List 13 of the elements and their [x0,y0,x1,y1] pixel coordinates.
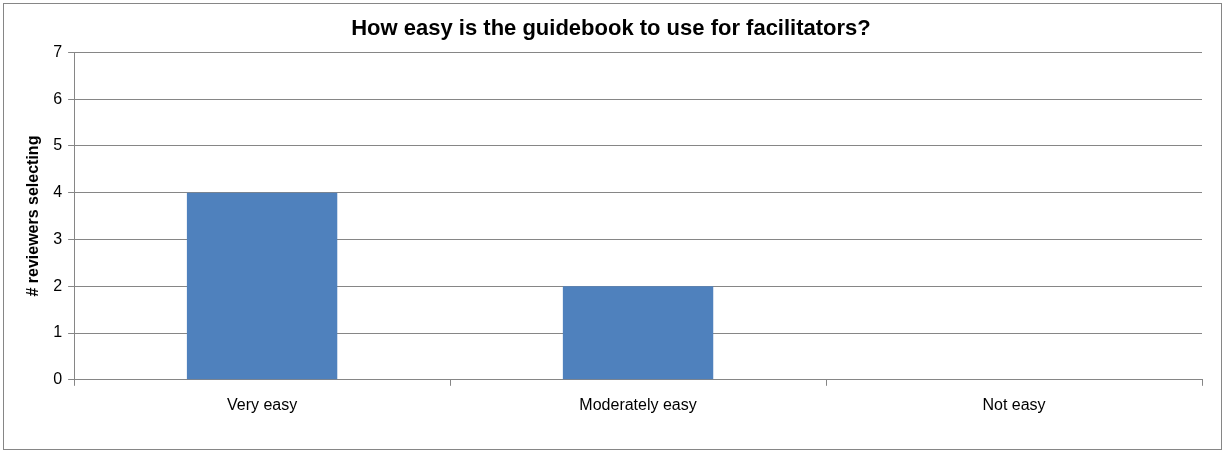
chart-title: How easy is the guidebook to use for facilitators? [351,15,871,41]
y-tick-label: 6 [53,89,63,107]
y-tick-label: 3 [53,229,63,247]
y-tick-label: 7 [53,42,63,60]
y-tick-label: 0 [53,370,63,388]
x-tick-label: Very easy [226,395,298,413]
y-tick-label: 1 [53,323,63,341]
x-tick-label: Not easy [982,395,1046,413]
x-tick-label: Moderately easy [579,395,697,413]
y-tick-label: 2 [53,276,63,294]
y-axis-title: # reviewers selecting [24,135,42,297]
y-tick-label: 4 [53,183,63,201]
y-tick-label: 5 [53,136,63,154]
